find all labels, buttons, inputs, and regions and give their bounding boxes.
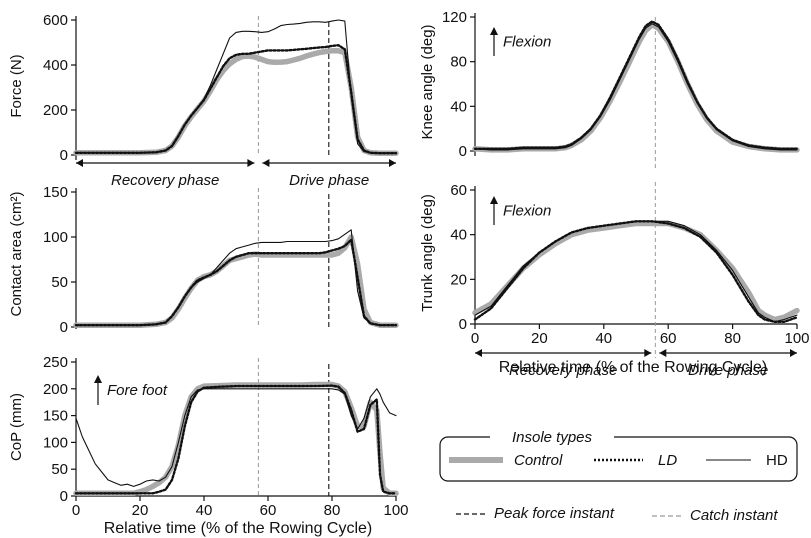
force-ylabel: Force (N) (8, 54, 25, 117)
trunk-xtick-label: 0 (471, 330, 479, 347)
trunk-xtick-label: 60 (660, 330, 677, 347)
force-phase-label: Drive phase (289, 172, 369, 189)
legend-control-label: Control (514, 452, 563, 469)
knee-ytick-label: 0 (459, 143, 467, 160)
trunk-annotation-label: Flexion (503, 203, 551, 220)
trunk-ytick-label: 20 (450, 271, 467, 288)
force-phase-label: Recovery phase (111, 172, 219, 189)
force-phase-arrowhead-left (262, 159, 270, 167)
force-phase-arrowhead-left (76, 159, 83, 167)
legend-ld-label: LD (658, 452, 677, 469)
trunk-xtick-label: 100 (784, 330, 809, 347)
cop-xtick-label: 20 (132, 502, 149, 519)
trunk-ytick-label: 60 (450, 182, 467, 199)
cop-xtick-label: 100 (383, 502, 408, 519)
force-ytick-label: 0 (60, 147, 68, 164)
chart-contact: 0 50 100 150 (43, 184, 399, 336)
knee-series-ld (473, 20, 799, 151)
contact-series-control (73, 234, 399, 328)
trunk-phase-arrowhead-left (475, 349, 482, 357)
knee-ylabel: Knee angle (deg) (419, 24, 436, 139)
cop-up-arrowhead (94, 375, 102, 383)
contact-series-ld (74, 238, 398, 327)
trunk-phase-arrowhead-right (790, 349, 797, 357)
force-ytick-label: 200 (43, 102, 68, 119)
cop-ytick-label: 100 (43, 434, 68, 451)
knee-series-hd (474, 23, 798, 151)
knee-annotation-label: Flexion (503, 34, 551, 51)
cop-xtick-label: 40 (196, 502, 213, 519)
trunk-series-control (472, 220, 800, 323)
trunk-phase-arrowhead-left (659, 349, 667, 357)
force-ytick-label: 400 (43, 57, 68, 74)
force-phase-arrowhead-right (247, 159, 255, 167)
chart-force: 0 200 400 600 Recovery phase Drive phase (43, 12, 399, 189)
cop-annotation-label: Fore foot (107, 382, 168, 399)
contact-ytick-label: 150 (43, 184, 68, 201)
trunk-phase-arrowhead-right (644, 349, 652, 357)
force-series-hd (75, 19, 397, 154)
contact-ylabel: Contact area (cm²) (8, 191, 25, 316)
legend-peak-label: Peak force instant (494, 505, 615, 522)
knee-ytick-label: 40 (450, 98, 467, 115)
chart-cop: 0 50 100 150 200 250 0 20 40 60 80 100 Fore foot (43, 354, 409, 519)
trunk-ytick-label: 40 (450, 227, 467, 244)
cop-ytick-label: 200 (43, 381, 68, 398)
contact-ytick-label: 0 (60, 319, 68, 336)
cop-ytick-label: 150 (43, 408, 68, 425)
knee-ytick-label: 120 (442, 9, 467, 26)
trunk-ylabel: Trunk angle (deg) (419, 194, 436, 312)
knee-ytick-label: 80 (450, 54, 467, 71)
cop-xtick-label: 80 (324, 502, 341, 519)
cop-ytick-label: 50 (51, 461, 68, 478)
cop-xlabel: Relative time (% of the Rowing Cycle) (104, 520, 373, 537)
contact-ytick-label: 50 (51, 274, 68, 291)
force-phase-arrowhead-right (389, 159, 396, 167)
cop-series-ld (74, 384, 398, 495)
chart-trunk: 0 20 40 60 0 20 40 60 80 100 Recovery phase Drive p… (450, 182, 810, 379)
contact-ytick-label: 100 (43, 229, 68, 246)
cop-xtick-label: 0 (72, 502, 80, 519)
trunk-xlabel: Relative time (% of the Rowing Cycle) (499, 359, 768, 376)
cop-ytick-label: 0 (60, 488, 68, 505)
trunk-ytick-label: 0 (459, 316, 467, 333)
chart-knee: 0 40 80 120 Flexion (442, 9, 800, 171)
legend-catch-label: Catch instant (690, 507, 778, 524)
trunk-phase-label: Drive phase (688, 362, 768, 379)
trunk-xtick-label: 80 (724, 330, 741, 347)
trunk-xtick-label: 20 (531, 330, 548, 347)
legend-hd-label: HD (766, 452, 788, 469)
cop-series-hd (75, 388, 397, 487)
legend-title: Insole types (512, 429, 593, 446)
cop-xtick-label: 60 (260, 502, 277, 519)
cop-ylabel: CoP (mm) (8, 393, 25, 461)
legend-title-bg (490, 428, 614, 446)
force-ytick-label: 600 (43, 12, 68, 29)
trunk-phase-label: Recovery phase (509, 362, 617, 379)
trunk-xtick-label: 40 (595, 330, 612, 347)
cop-ytick-label: 250 (43, 354, 68, 371)
trunk-series-hd (474, 220, 798, 323)
trunk-up-arrowhead (490, 196, 498, 204)
contact-series-hd (75, 229, 397, 326)
knee-up-arrowhead (490, 27, 498, 35)
